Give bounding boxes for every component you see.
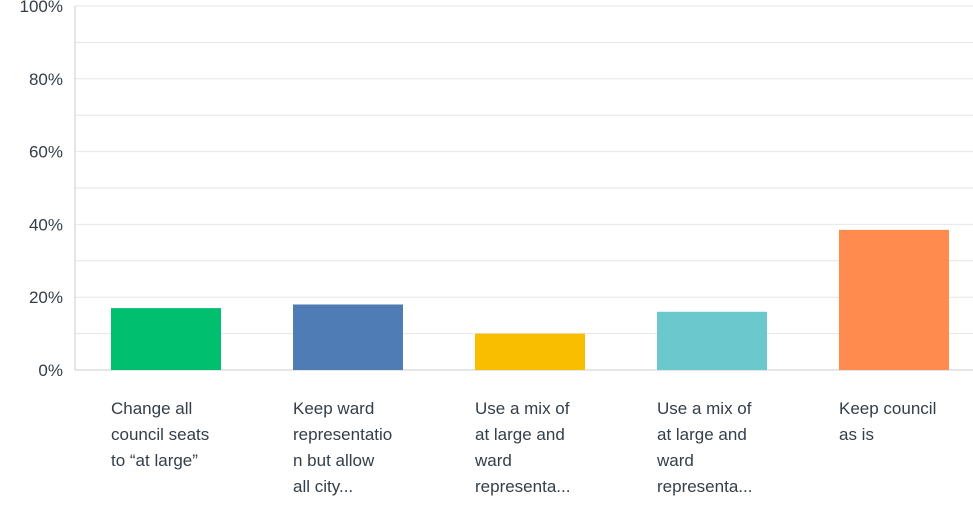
grid <box>74 5 973 371</box>
bar[interactable] <box>293 304 403 370</box>
x-category-label: Use a mix of at large and ward representa..… <box>656 399 752 496</box>
x-category-label: Keep ward representatio n but allow all cit… <box>293 399 392 496</box>
x-axis: Change all council seats to “at large” Keep… <box>111 399 936 496</box>
y-tick-label: 40% <box>29 215 63 234</box>
y-axis: 0% 20% 40% 60% 80% 100% <box>20 0 63 380</box>
x-category-label: Use a mix of at large and ward representa..… <box>474 399 570 496</box>
y-tick-label: 60% <box>29 143 63 162</box>
bars <box>111 229 949 370</box>
bar[interactable] <box>657 311 767 370</box>
y-tick-label: 100% <box>20 0 63 16</box>
y-tick-label: 80% <box>29 70 63 89</box>
x-category-label: Keep council as is <box>839 399 936 444</box>
bar[interactable] <box>111 308 221 370</box>
y-tick-label: 20% <box>29 288 63 307</box>
bar[interactable] <box>839 229 949 370</box>
bar[interactable] <box>475 333 585 370</box>
y-tick-label: 0% <box>38 361 63 380</box>
x-category-label: Change all council seats to “at large” <box>111 399 209 470</box>
